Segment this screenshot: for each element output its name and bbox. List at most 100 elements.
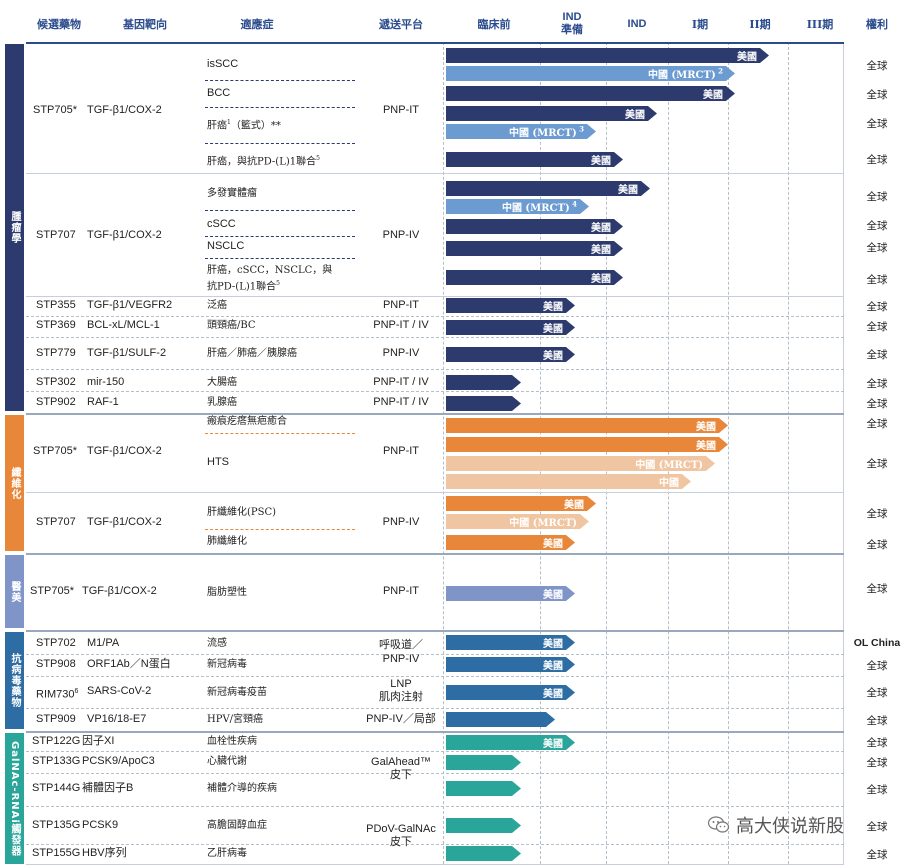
indication: 肝癌，與抗PD-(L)1聯合5 [207, 155, 320, 168]
indication: 乳腺癌 [207, 397, 237, 408]
header-phase2: II期 [749, 17, 771, 31]
pipeline-bar: 美國 [446, 219, 623, 234]
bar-label: 中國 (MRCT) [635, 460, 703, 471]
grid-line [443, 42, 444, 864]
platform: PNP-IV／局部 [366, 713, 436, 725]
indication: 新冠病毒疫苗 [207, 687, 267, 698]
pipeline-bar: 中國 (MRCT) 4 [446, 199, 589, 214]
row-divider [26, 553, 844, 555]
drug-target: ORF1Ab／N蛋白 [87, 658, 171, 670]
rights-cell: 全球 [866, 274, 888, 286]
rights-cell: 全球 [866, 191, 888, 203]
header-candidate: 候選藥物 [37, 17, 81, 31]
pipeline-bar: 美國 [446, 86, 735, 101]
category-fibrosis: 纖維化 [5, 415, 24, 551]
indication: 瘢痕疙瘩無疤癒合 [207, 416, 287, 427]
pipeline-bar: 美國 [446, 437, 728, 452]
indication: 肝癌，cSCC，NSCLC，與 [207, 265, 333, 276]
drug-target: HBV序列 [82, 847, 127, 859]
indication: 抗PD-(L)1聯合5 [207, 280, 280, 293]
pipeline-bar [446, 396, 521, 411]
drug-target: PCSK9 [82, 819, 119, 831]
rights-cell: 全球 [866, 242, 888, 254]
indication: 乙肝病毒 [207, 848, 247, 859]
row-divider [26, 731, 844, 733]
row-divider [26, 413, 844, 415]
indication: isSCC [207, 58, 239, 70]
rights-cell: 全球 [866, 418, 888, 430]
row-divider [26, 751, 844, 752]
bar-label: 美國 [703, 90, 723, 101]
row-divider [26, 316, 844, 317]
drug-target: SARS-CoV-2 [87, 685, 152, 697]
indication-separator [205, 258, 355, 259]
rights-cell: 全球 [866, 458, 888, 470]
bar-label: 美國 [543, 689, 563, 700]
bar-label: 美國 [618, 185, 638, 196]
drug-name: STP707 [36, 516, 76, 528]
pipeline-bar: 中國 (MRCT) [446, 456, 715, 471]
indication: 脂肪塑性 [207, 587, 247, 598]
rights-cell: 全球 [866, 660, 888, 672]
indication: NSCLC [207, 240, 245, 252]
pipeline-bar: 美國 [446, 735, 575, 750]
row-divider [26, 391, 844, 392]
grid-line [540, 42, 541, 864]
indication: 高膽固醇血症 [207, 820, 267, 831]
row-divider [26, 806, 844, 807]
pipeline-bar: 美國 [446, 48, 769, 63]
drug-name: STP369 [36, 319, 76, 331]
row-divider [26, 654, 844, 655]
bar-label: 美國 [564, 500, 584, 511]
header-ind: IND [627, 17, 647, 30]
pipeline-bar: 美國 [446, 657, 575, 672]
pipeline-bar: 美國 [446, 496, 596, 511]
drug-target: 因子XI [82, 735, 115, 747]
indication: 新冠病毒 [207, 659, 247, 670]
pipeline-bar: 美國 [446, 535, 575, 550]
pipeline-bar: 美國 [446, 418, 728, 433]
platform: PNP-IV [382, 347, 420, 359]
pipeline-bar: 美國 [446, 347, 575, 362]
drug-name: STP909 [36, 713, 76, 725]
category-aesthetics: 醫美 [5, 555, 24, 628]
pipeline-bar: 中國 [446, 474, 691, 489]
drug-target: RAF-1 [87, 396, 119, 408]
bar-label: 美國 [543, 639, 563, 650]
grid-line [728, 42, 729, 864]
bar-label: 美國 [543, 661, 563, 672]
category-oncology: 腫瘤學 [5, 44, 24, 411]
drug-target: BCL-xL/MCL-1 [87, 319, 160, 331]
platform: 肌肉注射 [379, 691, 423, 703]
rights-cell: 全球 [866, 60, 888, 72]
rights-cell: 全球 [866, 687, 888, 699]
platform: 皮下 [390, 769, 412, 781]
category-galnac: GalNAc-RNAi觸發器 [5, 733, 24, 864]
bar-label: 美國 [543, 590, 563, 601]
drug-target: mir-150 [87, 376, 125, 388]
platform: PNP-IT / IV [373, 376, 429, 388]
row-divider [26, 708, 844, 709]
platform: 呼吸道／ [379, 639, 423, 651]
row-divider [26, 676, 844, 677]
row-divider [26, 296, 844, 297]
rights-cell: 全球 [866, 220, 888, 232]
pipeline-bar: 美國 [446, 181, 650, 196]
header-target: 基因靶向 [123, 17, 167, 31]
drug-name: STP705* [30, 585, 75, 597]
indication: 補體介導的疾病 [207, 783, 277, 794]
row-divider [26, 864, 844, 865]
rights-cell: 全球 [866, 378, 888, 390]
bar-label: 美國 [625, 110, 645, 121]
pipeline-bar: 中國 (MRCT) 3 [446, 124, 596, 139]
drug-name: STP705* [33, 445, 78, 457]
indication-separator [205, 529, 355, 530]
drug-target: M1/PA [87, 637, 120, 649]
header-phase3: III期 [806, 17, 834, 31]
platform: 皮下 [390, 836, 412, 848]
bar-label: 美國 [591, 223, 611, 234]
platform: PNP-IT / IV [373, 319, 429, 331]
row-divider [26, 492, 844, 493]
bar-label: 美國 [737, 52, 757, 63]
drug-target: TGF-β1/VEGFR2 [87, 299, 173, 311]
